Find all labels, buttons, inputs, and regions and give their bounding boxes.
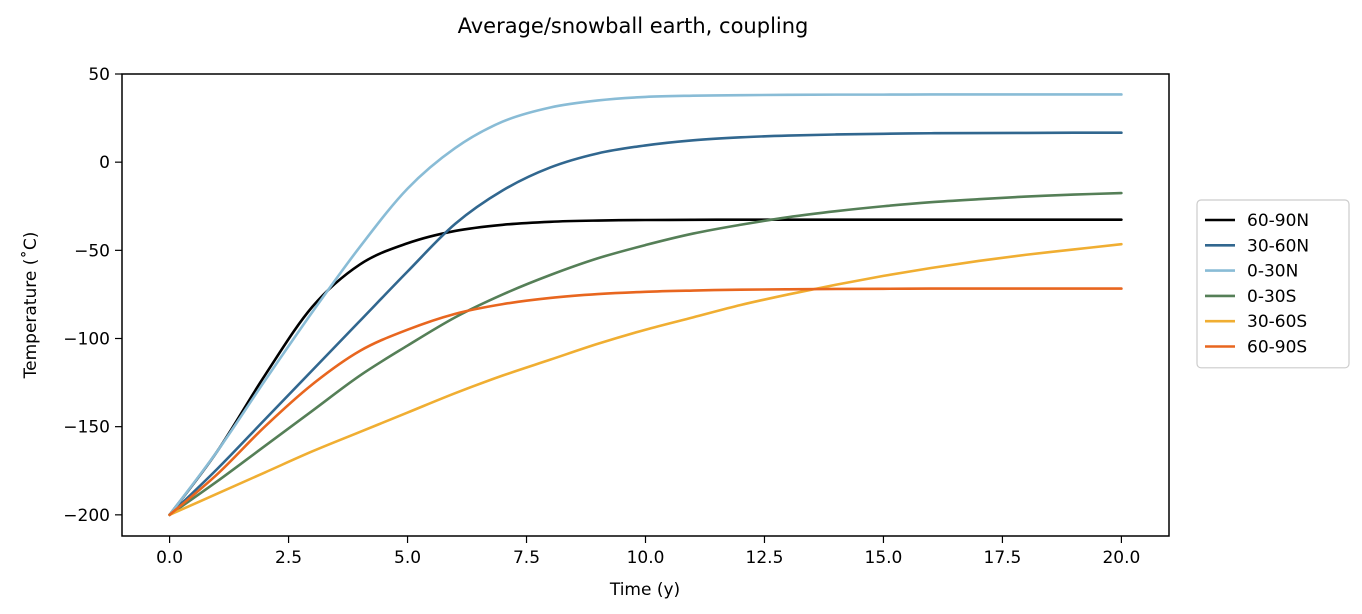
- y-tick-label: 50: [88, 65, 110, 85]
- x-tick-label: 2.5: [275, 548, 302, 568]
- series-line-0-30n: [168, 93, 1123, 517]
- legend-entry-label: 60-90S: [1247, 338, 1307, 358]
- series-line-30-60n: [168, 131, 1123, 517]
- legend: 60-90N 30-60N 0-30N 0-30S 30-60S 60-90S: [1196, 199, 1350, 369]
- y-axis: 50 0 −50 −100 −150 −200: [63, 65, 122, 526]
- x-tick-label: 12.5: [746, 548, 784, 568]
- legend-entry-label: 0-30S: [1247, 287, 1296, 307]
- legend-entry-label: 0-30N: [1247, 262, 1298, 282]
- y-tick-label: 0: [99, 153, 110, 173]
- x-axis-label: Time (y): [609, 580, 680, 600]
- x-tick-label: 7.5: [513, 548, 540, 568]
- x-tick-label: 10.0: [627, 548, 665, 568]
- y-tick-label: −200: [63, 506, 110, 526]
- legend-entry-label: 30-60N: [1247, 236, 1309, 256]
- y-tick-label: −50: [74, 241, 110, 261]
- legend-entry-label: 30-60S: [1247, 312, 1307, 332]
- plot-series: [168, 93, 1123, 517]
- x-tick-label: 5.0: [394, 548, 421, 568]
- series-line-60-90n: [168, 218, 1123, 517]
- series-line-60-90s: [168, 287, 1123, 517]
- x-tick-label: 15.0: [865, 548, 903, 568]
- x-tick-label: 20.0: [1102, 548, 1140, 568]
- series-line-30-60s: [168, 242, 1123, 517]
- y-tick-label: −100: [63, 330, 110, 350]
- legend-box: [1196, 199, 1350, 369]
- x-tick-label: 0.0: [156, 548, 183, 568]
- legend-entry-label: 60-90N: [1247, 211, 1309, 231]
- y-tick-label: −150: [63, 418, 110, 438]
- series-line-0-30s: [168, 191, 1123, 517]
- x-axis: 0.0 2.5 5.0 7.5 10.0 12.5 15.0 17.5 20.0: [156, 536, 1140, 568]
- chart-title: Average/snowball earth, coupling: [458, 14, 809, 38]
- x-tick-label: 17.5: [984, 548, 1022, 568]
- y-axis-label: Temperature (˚C): [20, 232, 41, 380]
